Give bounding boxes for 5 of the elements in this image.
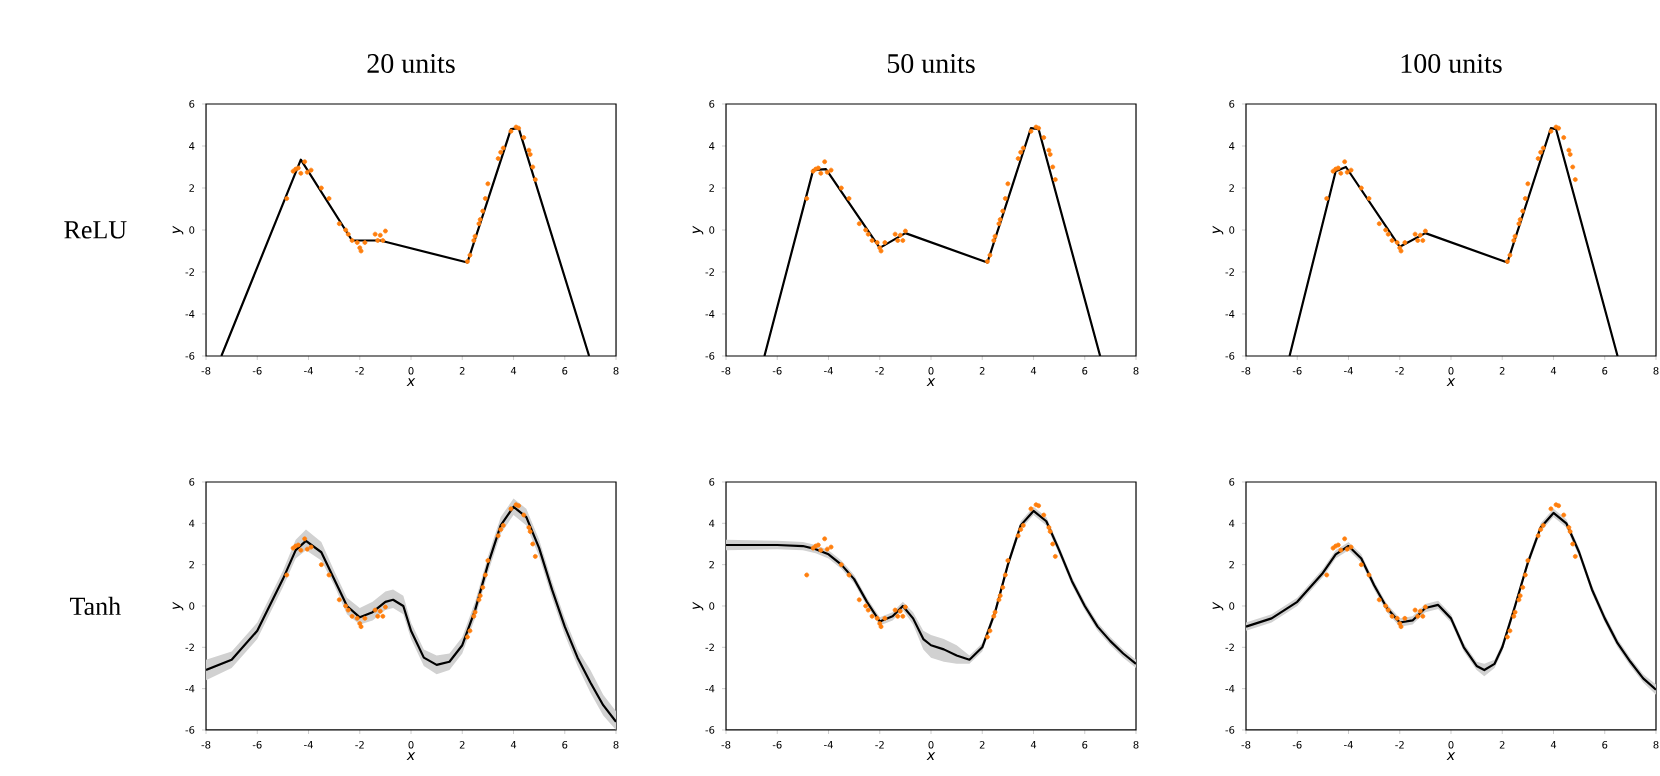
chart-title: 100 units [1401,54,1502,73]
chart-title: 20 units [367,54,455,73]
chart-title: 50 units [887,54,975,73]
text: ReLU [64,221,127,239]
text: Tanh [69,596,121,616]
